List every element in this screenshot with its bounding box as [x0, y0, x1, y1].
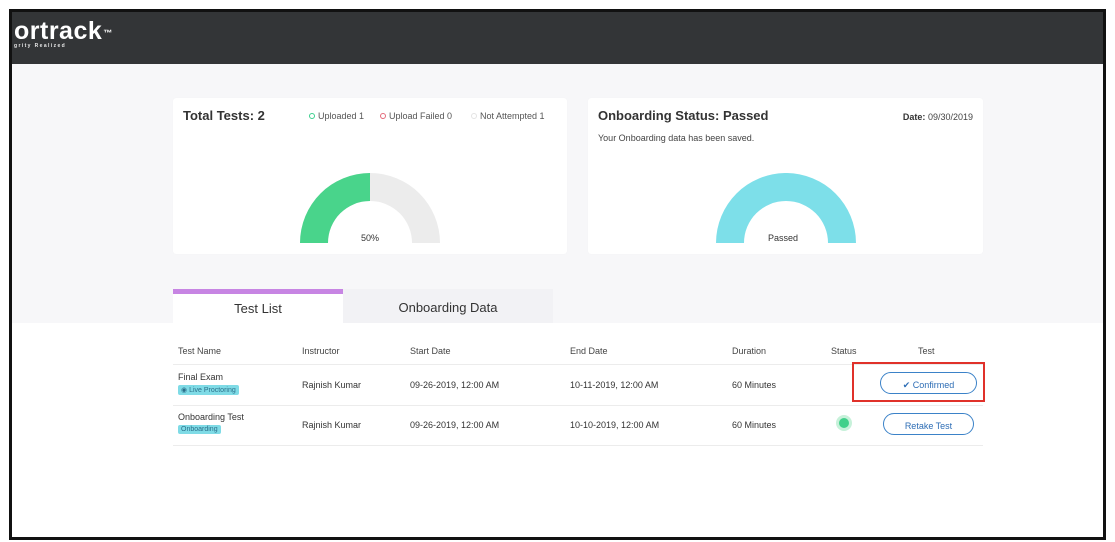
column-header-end-date: End Date — [570, 346, 608, 356]
gauge-fill — [716, 173, 856, 243]
legend-label: Uploaded 1 — [318, 111, 365, 121]
column-header-test-name: Test Name — [178, 346, 222, 356]
onboarding-status-message: Your Onboarding data has been saved. — [598, 133, 755, 143]
tab-bar: Test List Onboarding Data — [173, 289, 553, 323]
legend-label: Not Attempted 1 — [480, 111, 545, 121]
column-header-instructor: Instructor — [302, 346, 340, 356]
onboarding-date: Date: 09/30/2019 — [903, 112, 973, 122]
table-row: Onboarding Test Onboarding Rajnish Kumar… — [173, 405, 983, 446]
test-name: Final Exam — [178, 372, 224, 382]
gauge-percent: 50% — [361, 233, 380, 243]
gauge-fill — [300, 173, 370, 243]
onboarding-status-title: Onboarding Status: Passed — [598, 108, 769, 123]
app-window: ortrack™ grity Realized Total Tests: 2 U… — [9, 9, 1106, 540]
onboarding-gauge — [716, 173, 856, 243]
legend-not-attempted: Not Attempted 1 — [471, 111, 545, 121]
start-date: 09-26-2019, 12:00 AM — [410, 380, 500, 390]
tab-onboarding-data[interactable]: Onboarding Data — [343, 289, 553, 323]
logo-tagline: grity Realized — [14, 43, 67, 49]
date-value: 09/30/2019 — [927, 112, 973, 122]
highlight-annotation-box — [852, 362, 985, 402]
onboarding-status-card: Onboarding Status: Passed Your Onboardin… — [588, 98, 983, 254]
button-label: Confirmed — [912, 380, 955, 390]
column-header-duration: Duration — [732, 346, 767, 356]
instructor-name: Rajnish Kumar — [302, 380, 362, 390]
instructor-name: Rajnish Kumar — [302, 420, 362, 430]
column-header-test: Test — [918, 346, 935, 356]
confirmed-button[interactable]: ✔ Confirmed — [880, 372, 977, 394]
column-header-status: Status — [831, 346, 857, 356]
duration: 60 Minutes — [732, 420, 777, 430]
duration: 60 Minutes — [732, 380, 777, 390]
table-row: Final Exam ◉ Live Proctoring Rajnish Kum… — [173, 364, 983, 406]
tag-label: Live Proctoring — [189, 387, 236, 394]
date-label: Date: — [902, 112, 926, 122]
legend-uploaded: Uploaded 1 — [309, 111, 364, 121]
tab-test-list[interactable]: Test List — [173, 289, 343, 323]
test-table: Test Name Instructor Start Date End Date… — [12, 323, 1103, 537]
end-date: 10-10-2019, 12:00 AM — [570, 420, 660, 430]
upload-gauge — [300, 173, 440, 243]
live-proctoring-tag: ◉ Live Proctoring — [178, 385, 239, 395]
top-navbar: ortrack™ grity Realized — [12, 12, 1103, 64]
logo-text: ortrack™ — [14, 17, 113, 45]
circle-icon — [309, 113, 315, 119]
end-date: 10-11-2019, 12:00 AM — [570, 380, 659, 390]
circle-icon — [471, 113, 477, 119]
eye-icon: ◉ — [181, 387, 188, 394]
gauge-status-label: Passed — [768, 233, 799, 243]
status-complete-icon — [839, 418, 849, 428]
start-date: 09-26-2019, 12:00 AM — [410, 420, 500, 430]
legend-upload-failed: Upload Failed 0 — [380, 111, 452, 121]
total-tests-card: Total Tests: 2 Uploaded 1 Upload Failed … — [173, 98, 567, 254]
circle-icon — [380, 113, 386, 119]
legend-label: Upload Failed 0 — [389, 111, 453, 121]
column-header-start-date: Start Date — [410, 346, 451, 356]
test-name: Onboarding Test — [178, 412, 244, 422]
checkmark-icon: ✔ — [902, 380, 911, 390]
retake-test-button[interactable]: Retake Test — [883, 413, 974, 435]
total-tests-title: Total Tests: 2 — [183, 108, 265, 123]
logo[interactable]: ortrack™ grity Realized — [14, 18, 112, 49]
onboarding-tag: Onboarding — [178, 425, 221, 434]
